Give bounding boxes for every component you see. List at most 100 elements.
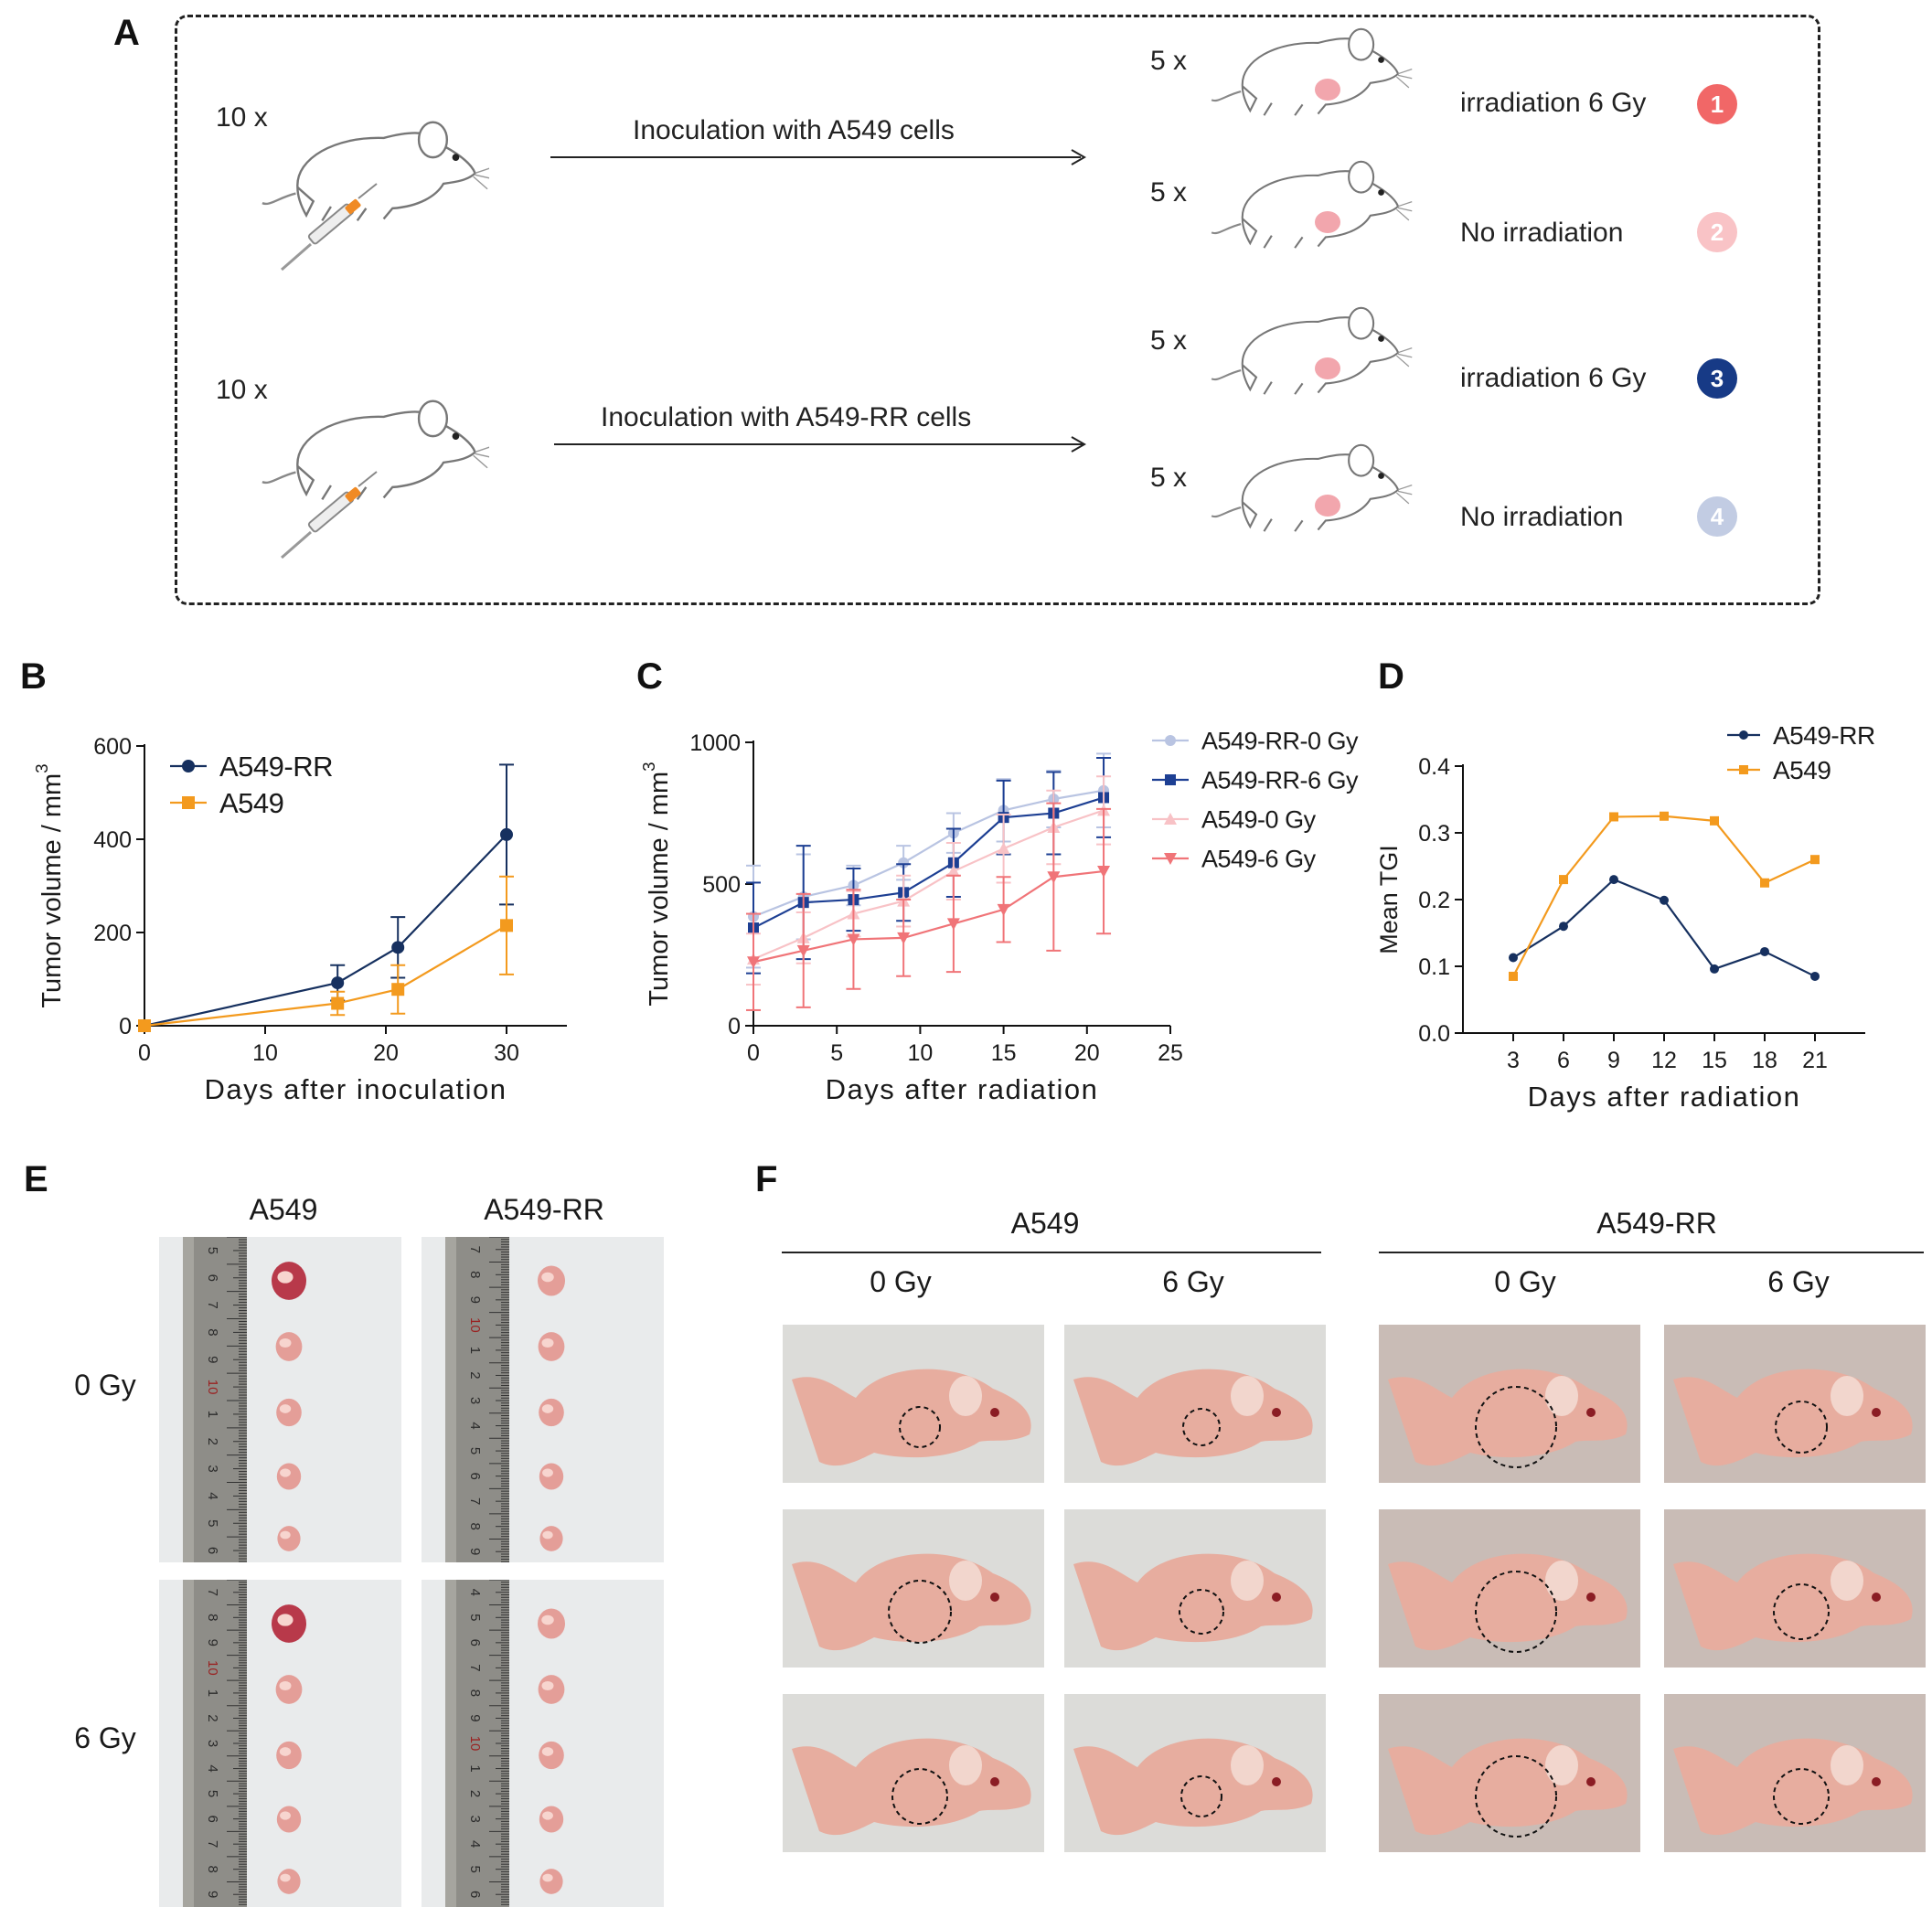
ruler-number: 8	[467, 1689, 483, 1697]
tumor-highlight	[542, 1468, 553, 1477]
ruler-number: 4	[205, 1492, 220, 1499]
legend-marker	[1165, 735, 1176, 746]
x-tick-label: 20	[1074, 1040, 1100, 1066]
legend-marker	[1739, 730, 1748, 740]
arm-4-label: No irradiation	[1460, 502, 1624, 532]
ruler-number: 2	[467, 1790, 483, 1797]
tumor-highlight	[541, 1680, 554, 1691]
mouse-illustration	[1190, 297, 1430, 405]
mouse-photo-art	[1379, 1325, 1640, 1483]
data-point	[138, 1019, 151, 1032]
x-tick-label: 15	[991, 1040, 1017, 1066]
ruler-number: 2	[467, 1371, 483, 1379]
tumor-photo-a549-6gy: 7 8 9 10 1 2 3 4 5 6 7 8 9	[159, 1580, 401, 1907]
mouse-photo	[1064, 1694, 1326, 1852]
mouse-eye	[1872, 1777, 1881, 1786]
arm-2-count: 5 x	[1150, 177, 1188, 208]
tumor	[276, 1806, 302, 1833]
y-tick-label: 0.0	[1418, 1021, 1450, 1047]
mouse-ear	[1545, 1376, 1578, 1416]
mouse-photo	[1064, 1325, 1326, 1483]
ruler-number: 8	[205, 1328, 220, 1336]
ruler-number: 3	[205, 1465, 220, 1472]
series-line	[753, 809, 1105, 961]
series-line	[753, 789, 1105, 918]
panel-e-col-header-a549: A549	[249, 1193, 318, 1226]
x-tick-label: 10	[252, 1040, 278, 1066]
data-point	[847, 933, 860, 946]
mouse-photo	[1379, 1325, 1640, 1483]
legend-marker	[1165, 774, 1176, 785]
tumor-outline	[1775, 1401, 1828, 1454]
y-axis-title: Tumor volume / mm3	[639, 762, 674, 1006]
ruler-number: 8	[467, 1271, 483, 1278]
mouse-eye	[1872, 1593, 1881, 1602]
mouse-photo	[1664, 1694, 1926, 1852]
group-1-count: 10 x	[216, 102, 268, 133]
data-point	[1660, 895, 1669, 905]
data-point	[946, 865, 960, 878]
ruler-number: 9	[467, 1714, 483, 1721]
mouse-ear	[1831, 1561, 1863, 1601]
ruler-number: 10	[205, 1660, 220, 1676]
series-line	[144, 924, 507, 1028]
tumor	[276, 1463, 302, 1490]
legend-marker	[182, 796, 195, 809]
arm-2-badge: 2	[1697, 212, 1737, 252]
data-point	[1660, 811, 1669, 821]
series-line	[753, 796, 1105, 930]
data-point	[1609, 812, 1618, 822]
data-point	[1559, 922, 1568, 932]
mouse-photo	[1379, 1694, 1640, 1852]
panel-f-dose-a549-0gy: 0 Gy	[870, 1265, 932, 1298]
mouse-photo	[783, 1509, 1044, 1668]
ruler-number: 6	[205, 1274, 220, 1282]
data-point	[796, 944, 810, 957]
tumor	[539, 1463, 564, 1490]
group-2-count: 10 x	[216, 375, 268, 405]
data-point	[500, 919, 513, 932]
ruler-number: 5	[467, 1866, 483, 1873]
legend-label: A549-RR-0 Gy	[1201, 728, 1359, 755]
data-point	[1509, 953, 1518, 963]
tumor-outline	[1475, 1571, 1557, 1653]
x-tick-label: 25	[1158, 1040, 1183, 1066]
ruler-number: 8	[205, 1866, 220, 1873]
series-line	[144, 834, 507, 1028]
ruler-number: 9	[467, 1296, 483, 1304]
ruler-edge	[183, 1580, 194, 1907]
tumor-outline	[1179, 1589, 1224, 1635]
ruler-number: 6	[467, 1891, 483, 1898]
mouse-photo-art	[1379, 1694, 1640, 1852]
tumor-highlight	[541, 1404, 554, 1413]
mouse-illustration	[1190, 434, 1430, 542]
data-point	[747, 956, 760, 969]
arm-3-badge: 3	[1697, 358, 1737, 399]
mouse-ear	[1231, 1745, 1264, 1785]
mouse-photo-art	[1379, 1509, 1640, 1668]
tumor	[276, 1398, 302, 1427]
chart-b-tumor-volume-after-inoculation: 0 200 400 600 0 10 20 30 Days after inoculation T…	[32, 734, 567, 1105]
arm-3-label: irradiation 6 Gy	[1460, 363, 1647, 393]
ruler-number: 7	[467, 1664, 483, 1671]
tumor	[277, 1526, 301, 1551]
tumor-highlight	[542, 1530, 553, 1540]
mouse-illustration	[1190, 151, 1430, 259]
ruler-number: 7	[205, 1301, 220, 1308]
ruler-number: 9	[205, 1891, 220, 1898]
mouse-photo	[783, 1325, 1044, 1483]
tumor-outline	[1773, 1583, 1830, 1640]
ruler-edge	[183, 1237, 194, 1562]
legend-label: A549-RR	[219, 751, 333, 783]
ruler-number: 10	[467, 1736, 483, 1752]
ruler-number: 6	[467, 1639, 483, 1646]
mouse-ear	[949, 1561, 982, 1601]
tumor-outline	[1475, 1755, 1557, 1838]
ruler-number: 3	[467, 1815, 483, 1822]
panel-label-e: E	[24, 1159, 48, 1199]
ruler-number: 2	[205, 1438, 220, 1445]
legend-marker	[1164, 853, 1177, 865]
ruler-number: 1	[467, 1347, 483, 1354]
ruler-number: 1	[205, 1689, 220, 1697]
ruler-number: 5	[467, 1447, 483, 1454]
